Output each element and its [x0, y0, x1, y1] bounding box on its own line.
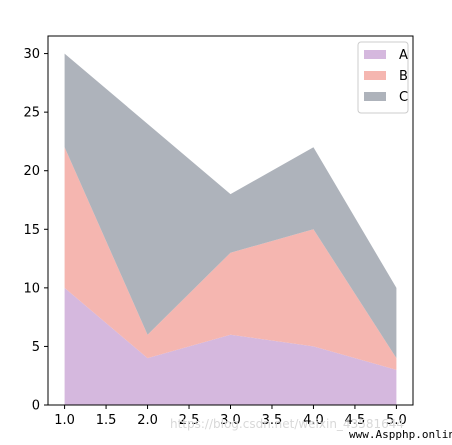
area-series-b	[64, 147, 397, 370]
x-tick-label: 1.5	[96, 413, 117, 428]
x-tick-label: 3.0	[220, 413, 241, 428]
legend-label-c: C	[399, 90, 408, 105]
x-tick-label: 1.0	[54, 413, 75, 428]
y-tick-label: 15	[23, 223, 40, 238]
area-series-a	[64, 287, 397, 405]
x-tick-label: 2.5	[179, 413, 200, 428]
legend-label-b: B	[399, 69, 408, 84]
legend-swatch-c	[364, 92, 386, 101]
y-tick-label: 30	[23, 47, 40, 62]
area-series-c	[64, 53, 397, 359]
site-label: www.Aspphp.online	[349, 428, 452, 441]
axes-group: 1.0 1.5 2.0 2.5 3.0 3.5 4.0 4.5 5.0 0 5 10 15 20 25 30	[23, 35, 414, 428]
y-tick-label: 25	[23, 106, 40, 121]
legend: ABC	[357, 41, 409, 114]
x-tick-label: 5.0	[386, 413, 407, 428]
y-tick-label: 10	[23, 281, 40, 296]
x-tick-label: 3.5	[262, 413, 283, 428]
x-tick-label: 2.0	[137, 413, 158, 428]
area-series-group	[64, 53, 397, 405]
x-tick-label: 4.5	[345, 413, 366, 428]
legend-swatch-a	[364, 50, 386, 59]
legend-label-a: A	[399, 48, 408, 63]
y-tick-label: 5	[32, 340, 40, 355]
y-tick-label: 0	[32, 399, 40, 414]
watermark-text: https://blog.csdn.net/weixin_43581644	[170, 417, 405, 431]
y-tick-label: 20	[23, 164, 40, 179]
x-tick-label: 4.0	[303, 413, 324, 428]
legend-swatch-b	[364, 71, 386, 80]
